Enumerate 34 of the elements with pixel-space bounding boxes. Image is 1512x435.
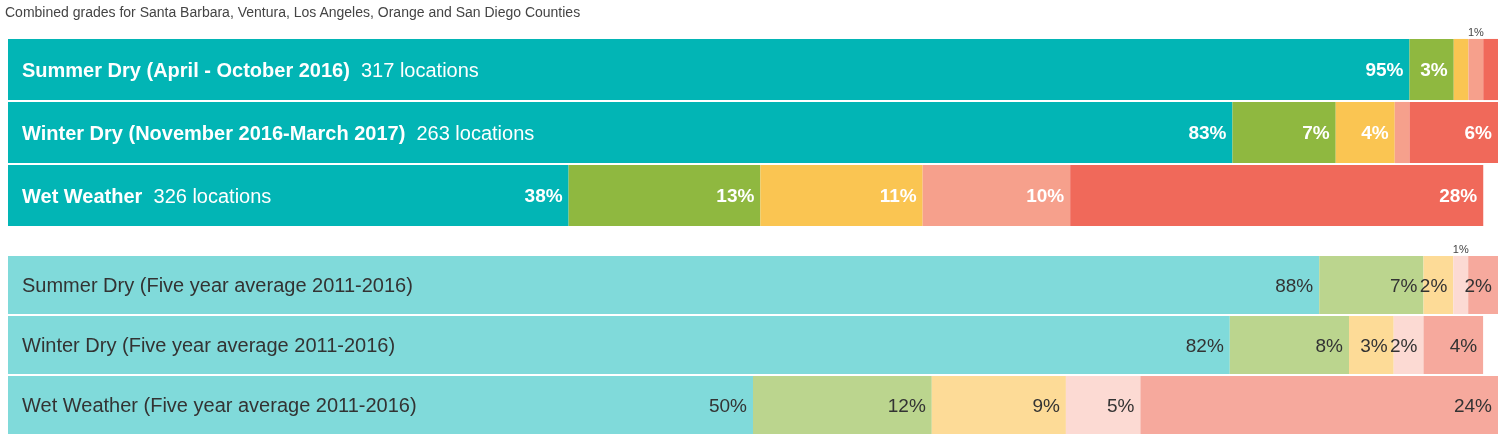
data-label: 12% — [887, 394, 926, 416]
y-tick-label: Summer Dry (April - October 2016) 317 locations — [22, 58, 479, 81]
data-label: 2% — [1464, 274, 1493, 296]
data-label: 7% — [1302, 122, 1330, 143]
y-tick-label: Winter Dry (Five year average 2011-2016) — [22, 334, 396, 356]
data-label: 28% — [1439, 185, 1478, 206]
y-tick-label: Summer Dry (Five year average 2011-2016) — [22, 274, 413, 296]
y-tick-label: Wet Weather (Five year average 2011-2016) — [22, 394, 417, 416]
chart-title: Combined grades for Santa Barbara, Ventura, Los Angeles, Orange and San Diego Counties — [5, 4, 581, 20]
data-label: 10% — [1026, 185, 1065, 206]
data-label: 2% — [1419, 274, 1448, 296]
data-label: 9% — [1032, 394, 1060, 416]
data-label: 38% — [524, 185, 563, 206]
data-label: 50% — [708, 394, 748, 416]
data-label: 7% — [1390, 274, 1418, 296]
data-label: 83% — [1188, 122, 1227, 143]
data-label: 3% — [1420, 59, 1448, 80]
data-label: 2% — [1390, 334, 1418, 356]
data-label: 95% — [1365, 59, 1404, 80]
data-label: 3% — [1360, 334, 1388, 356]
data-label: 82% — [1185, 334, 1224, 356]
data-label: 24% — [1453, 394, 1493, 416]
data-label: 4% — [1449, 334, 1478, 356]
data-label: 88% — [1275, 274, 1314, 296]
y-tick-label: Wet Weather 326 locations — [22, 184, 272, 207]
data-label: 8% — [1315, 334, 1344, 356]
data-label: 13% — [716, 185, 755, 206]
y-tick-label: Winter Dry (November 2016-March 2017) 263 locations — [22, 121, 535, 144]
data-label: 1% — [1452, 243, 1469, 256]
data-label: 5% — [1106, 394, 1135, 416]
data-label: 6% — [1464, 122, 1493, 143]
data-label: 1% — [1467, 26, 1485, 39]
data-label: 11% — [879, 185, 917, 206]
data-label: 4% — [1361, 122, 1389, 143]
